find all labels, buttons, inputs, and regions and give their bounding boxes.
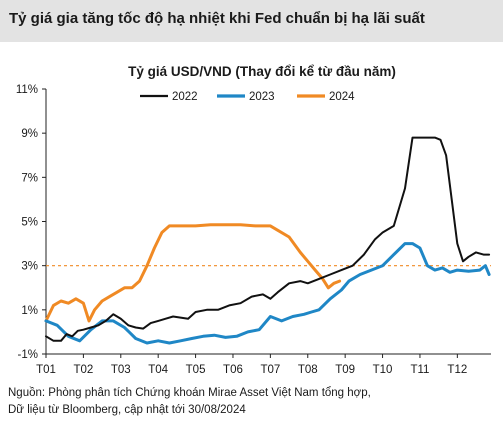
y-tick-label: 3% <box>21 261 38 273</box>
line-chart: Tỷ giá USD/VND (Thay đổi kể từ đầu năm) … <box>16 64 491 376</box>
x-tick-label: T07 <box>260 364 280 376</box>
legend-label-2023: 2023 <box>249 91 275 103</box>
chart-axes: 11% 9% 7% 5% 3% 1% -1% T01 T02 T03 T04 T05 T06 T07 T08… <box>16 84 491 376</box>
y-tick-label: 7% <box>21 172 38 184</box>
x-tick-label: T08 <box>298 364 318 376</box>
x-tick-label: T01 <box>36 364 56 376</box>
x-tick-label: T04 <box>148 364 168 376</box>
x-tick-label: T12 <box>447 364 467 376</box>
y-tick-label: 11% <box>16 84 38 96</box>
y-tick-label: 5% <box>21 217 38 229</box>
x-tick-label: T06 <box>223 364 243 376</box>
chart-legend: 2022 2023 2024 <box>140 91 355 103</box>
source-line-2: Dữ liệu từ Bloomberg, cập nhật tới 30/08… <box>8 404 246 416</box>
x-tick-label: T05 <box>186 364 206 376</box>
x-tick-label: T03 <box>111 364 131 376</box>
series-line-2022 <box>45 136 491 342</box>
source-note: Nguồn: Phòng phân tích Chứng khoán Mirae… <box>8 385 498 419</box>
chart-title: Tỷ giá USD/VND (Thay đổi kể từ đầu năm) <box>128 64 396 79</box>
source-line-1: Nguồn: Phòng phân tích Chứng khoán Mirae… <box>8 387 371 399</box>
y-tick-label: 9% <box>21 128 38 140</box>
legend-label-2024: 2024 <box>329 91 355 103</box>
x-tick-label: T02 <box>73 364 93 376</box>
y-tick-label: -1% <box>18 349 38 361</box>
y-tick-label: 1% <box>21 305 38 317</box>
page-title: Tỷ giá gia tăng tốc độ hạ nhiệt khi Fed … <box>9 10 425 27</box>
x-tick-label: T11 <box>410 364 429 376</box>
series-line-2023 <box>44 242 491 345</box>
x-tick-label: T10 <box>373 364 393 376</box>
header-banner: Tỷ giá gia tăng tốc độ hạ nhiệt khi Fed … <box>0 0 503 42</box>
legend-label-2022: 2022 <box>172 91 198 103</box>
series-lines <box>44 136 491 345</box>
series-line-2024 <box>44 223 342 323</box>
x-tick-label: T09 <box>335 364 355 376</box>
